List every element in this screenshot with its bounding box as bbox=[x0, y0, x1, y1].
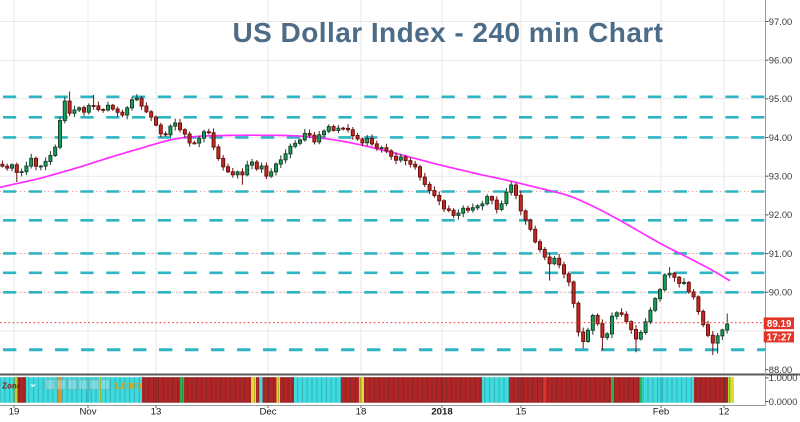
svg-text:95.00: 95.00 bbox=[769, 93, 792, 104]
svg-text:19: 19 bbox=[9, 406, 20, 417]
svg-text:o Zone: o Zone bbox=[0, 382, 22, 391]
svg-text:12: 12 bbox=[719, 406, 730, 417]
svg-text:US Dollar Index - 240 min Char: US Dollar Index - 240 min Chart bbox=[233, 17, 664, 48]
svg-text:Nov: Nov bbox=[79, 406, 96, 417]
svg-text:15: 15 bbox=[516, 406, 527, 417]
svg-text:93.00: 93.00 bbox=[769, 171, 792, 182]
svg-text:89.19: 89.19 bbox=[767, 319, 792, 330]
svg-text:Feb: Feb bbox=[653, 406, 670, 417]
svg-text:2018: 2018 bbox=[431, 406, 453, 417]
svg-text:94.00: 94.00 bbox=[769, 132, 792, 143]
svg-text:92.00: 92.00 bbox=[769, 209, 792, 220]
svg-text:1.0000: 1.0000 bbox=[769, 372, 798, 383]
svg-text:90.00: 90.00 bbox=[769, 287, 792, 298]
svg-text:1.0000: 1.0000 bbox=[114, 381, 142, 391]
svg-text:13: 13 bbox=[151, 406, 162, 417]
svg-text:Dec: Dec bbox=[259, 406, 276, 417]
svg-text:97.00: 97.00 bbox=[769, 16, 792, 27]
svg-text:17:27: 17:27 bbox=[767, 333, 793, 344]
svg-text:91.00: 91.00 bbox=[769, 248, 792, 259]
svg-text:18: 18 bbox=[356, 406, 367, 417]
svg-text:0.0000: 0.0000 bbox=[769, 396, 798, 407]
svg-text:96.00: 96.00 bbox=[769, 55, 792, 66]
svg-text:88.00: 88.00 bbox=[769, 364, 792, 375]
